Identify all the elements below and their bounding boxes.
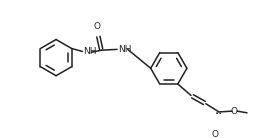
Text: O: O bbox=[94, 22, 101, 31]
Text: NH: NH bbox=[83, 47, 97, 56]
Text: O: O bbox=[211, 130, 218, 138]
Text: NH: NH bbox=[118, 45, 131, 54]
Text: O: O bbox=[230, 107, 237, 116]
